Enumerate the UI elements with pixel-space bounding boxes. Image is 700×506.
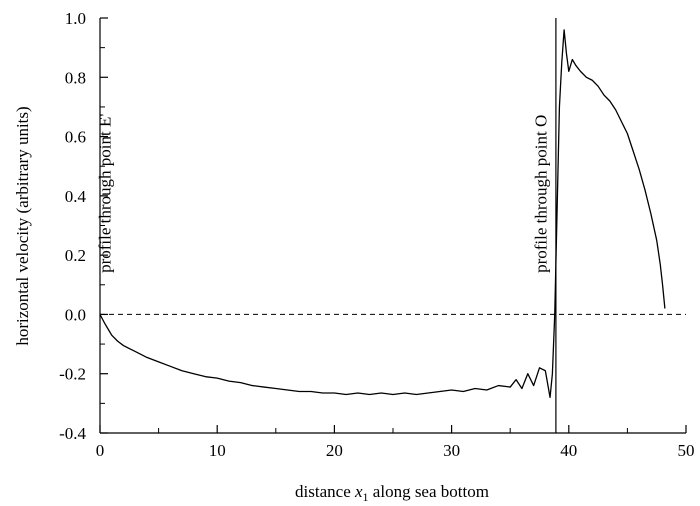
y-tick-label: 0.8 xyxy=(65,68,86,87)
series-line-0 xyxy=(99,29,666,399)
y-tick-label: 0.2 xyxy=(65,246,86,265)
x-axis-title: distance x1 along sea bottom xyxy=(295,482,489,504)
y-tick-label: 0.4 xyxy=(65,187,87,206)
annotation-profile-e: profile through point E' xyxy=(96,114,115,273)
x-tick-label: 0 xyxy=(96,441,105,460)
y-tick-label: -0.2 xyxy=(59,365,86,384)
x-axis-title-suffix: along sea bottom xyxy=(369,482,489,501)
y-tick-label: 0.0 xyxy=(65,305,86,324)
y-tick-label: 0.6 xyxy=(65,128,86,147)
x-tick-label: 40 xyxy=(560,441,577,460)
y-tick-label: 1.0 xyxy=(65,9,86,28)
x-tick-label: 10 xyxy=(209,441,226,460)
x-axis-title-sub: 1 xyxy=(363,490,369,504)
x-axis-title-var: x xyxy=(354,482,363,501)
y-axis-title: horizontal velocity (arbitrary units) xyxy=(13,106,32,345)
x-tick-label: 30 xyxy=(443,441,460,460)
annotation-profile-o: profile through point O xyxy=(532,115,551,273)
x-axis-title-prefix: distance xyxy=(295,482,355,501)
x-tick-label: 20 xyxy=(326,441,343,460)
x-tick-label: 50 xyxy=(678,441,695,460)
y-tick-label: -0.4 xyxy=(59,424,86,443)
